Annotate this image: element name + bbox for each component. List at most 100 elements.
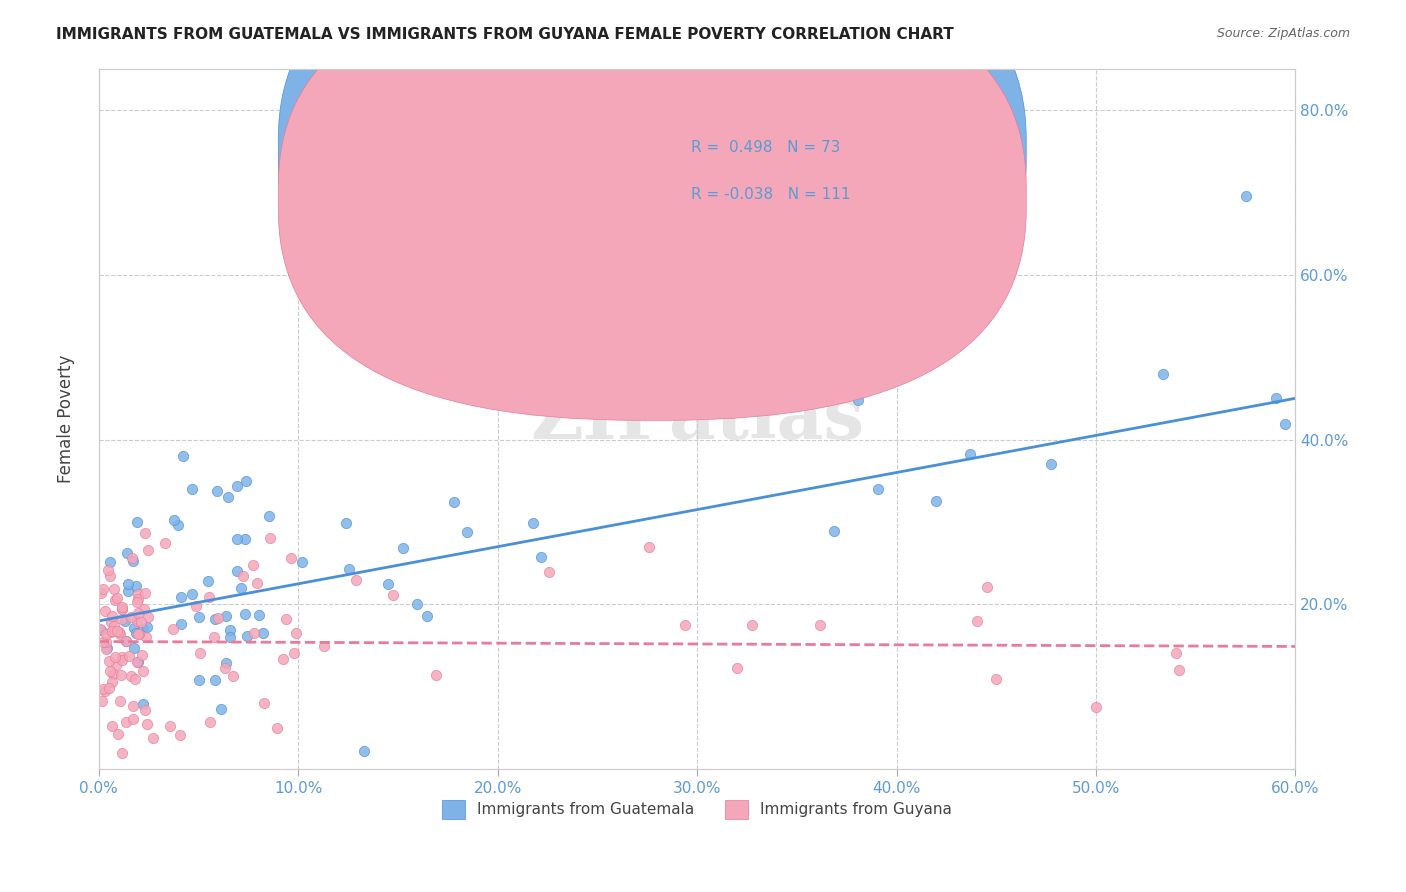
- Point: [98, 664, 121, 678]
- Point: [142, 731, 165, 745]
- Point: [266, 721, 288, 735]
- Point: [105, 624, 128, 638]
- Point: [115, 634, 138, 648]
- Point: [868, 482, 890, 496]
- Point: [162, 622, 184, 636]
- Point: [153, 536, 176, 550]
- Point: [246, 576, 269, 591]
- Point: [93, 604, 115, 618]
- Point: [443, 494, 465, 508]
- Point: [91, 582, 114, 596]
- Point: [522, 516, 544, 531]
- Point: [180, 483, 202, 497]
- Point: [235, 607, 257, 621]
- Point: [94, 627, 117, 641]
- Point: [131, 648, 153, 663]
- Point: [231, 569, 253, 583]
- Point: [127, 606, 149, 620]
- Point: [101, 624, 124, 639]
- Point: [89, 622, 111, 636]
- Point: [138, 543, 160, 558]
- Point: [848, 379, 870, 393]
- Point: [91, 635, 114, 649]
- Point: [188, 610, 211, 624]
- Point: [90, 586, 112, 600]
- Point: [741, 618, 763, 632]
- Point: [242, 558, 264, 573]
- Text: ZIPatlas: ZIPatlas: [530, 384, 865, 454]
- Point: [1085, 699, 1108, 714]
- Point: [134, 703, 156, 717]
- Point: [127, 655, 149, 669]
- Point: [114, 714, 136, 729]
- Point: [167, 517, 190, 532]
- Point: [107, 727, 129, 741]
- Point: [108, 627, 131, 641]
- Point: [243, 626, 266, 640]
- Point: [285, 625, 308, 640]
- Point: [100, 624, 122, 639]
- Point: [90, 624, 112, 638]
- Point: [599, 405, 621, 419]
- Point: [163, 513, 186, 527]
- Text: Source: ZipAtlas.com: Source: ZipAtlas.com: [1216, 27, 1350, 40]
- Point: [91, 694, 114, 708]
- Point: [966, 614, 988, 628]
- Point: [122, 712, 145, 726]
- Point: [100, 615, 122, 629]
- Point: [229, 581, 252, 595]
- Point: [959, 447, 981, 461]
- Point: [115, 633, 138, 648]
- Point: [808, 617, 831, 632]
- Point: [225, 565, 247, 579]
- Point: [1040, 457, 1063, 471]
- Point: [253, 696, 276, 710]
- Point: [252, 626, 274, 640]
- Point: [170, 616, 193, 631]
- Point: [425, 668, 447, 682]
- Point: [105, 658, 128, 673]
- Point: [198, 714, 221, 729]
- Point: [136, 609, 159, 624]
- Point: [280, 551, 302, 566]
- Point: [98, 569, 121, 583]
- Point: [103, 592, 125, 607]
- Point: [125, 625, 148, 640]
- FancyBboxPatch shape: [607, 103, 990, 230]
- Point: [218, 623, 240, 637]
- Point: [98, 653, 121, 667]
- Text: R = -0.038   N = 111: R = -0.038 N = 111: [692, 187, 851, 202]
- FancyBboxPatch shape: [278, 0, 1026, 420]
- Point: [169, 728, 191, 742]
- Point: [925, 493, 948, 508]
- Point: [312, 639, 335, 653]
- Point: [101, 609, 124, 624]
- Point: [188, 646, 211, 660]
- Point: [197, 574, 219, 588]
- Point: [217, 490, 239, 504]
- Point: [335, 516, 357, 530]
- Point: [103, 582, 125, 596]
- Point: [236, 629, 259, 643]
- Point: [111, 601, 134, 615]
- Point: [110, 668, 132, 682]
- Point: [111, 600, 134, 615]
- Point: [202, 630, 225, 644]
- Point: [225, 532, 247, 546]
- Point: [91, 682, 114, 697]
- Point: [187, 673, 209, 687]
- Point: [207, 610, 229, 624]
- Point: [110, 650, 132, 665]
- Point: [204, 612, 226, 626]
- Point: [103, 619, 125, 633]
- Legend: Immigrants from Guatemala, Immigrants from Guyana: Immigrants from Guatemala, Immigrants fr…: [436, 794, 959, 825]
- Point: [198, 591, 221, 605]
- Point: [120, 669, 142, 683]
- Point: [215, 608, 238, 623]
- Point: [117, 576, 139, 591]
- Point: [344, 573, 367, 587]
- Point: [122, 554, 145, 568]
- Point: [111, 612, 134, 626]
- Point: [846, 392, 869, 407]
- Point: [172, 449, 194, 463]
